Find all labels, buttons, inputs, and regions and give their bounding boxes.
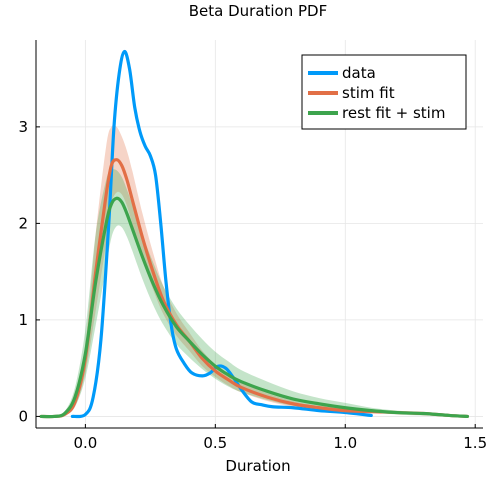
- series-lines: [39, 49, 470, 419]
- chart-title: Beta Duration PDF: [189, 2, 328, 20]
- legend: data stim fit rest fit + stim: [301, 54, 467, 130]
- y-tick-label-2: 2: [18, 214, 28, 232]
- y-tick-label-0: 0: [18, 407, 28, 425]
- x-axis-label: Duration: [225, 457, 290, 475]
- legend-entry-1: stim fit: [342, 84, 395, 102]
- y-tick-label-1: 1: [18, 311, 28, 329]
- legend-entry-2: rest fit + stim: [342, 104, 445, 122]
- x-tick-label-3: 1.5: [463, 434, 487, 452]
- legend-entry-0: data: [342, 64, 376, 82]
- x-tick-label-0: 0.0: [73, 434, 97, 452]
- x-tick-label-2: 1.0: [333, 434, 357, 452]
- line-rest-fit-stim: [39, 196, 470, 419]
- y-tick-label-3: 3: [18, 118, 28, 136]
- x-tick-label-1: 0.5: [203, 434, 227, 452]
- tick-labels: 0.0 0.5 1.0 1.5 0 1 2 3: [18, 118, 487, 452]
- axes: [35, 40, 483, 429]
